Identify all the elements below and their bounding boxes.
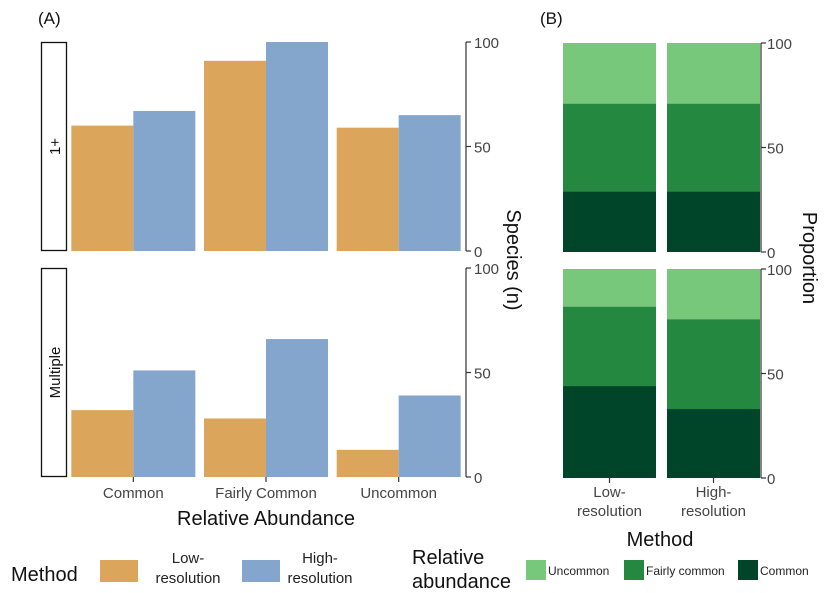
- panel-a-x-title: Relative Abundance: [177, 508, 355, 530]
- panel-a-facet-2: Multiple 0 50 100: [40, 261, 499, 487]
- y-tick-label: 0: [767, 471, 775, 488]
- panel-a: (A) 1+ 0 50 100 Multiple 0 50 100 Common Fairly …: [38, 9, 524, 530]
- legend-label: Low-: [172, 550, 205, 567]
- x-tick-label: Common: [103, 485, 164, 502]
- segment-fairly-common-high: [667, 319, 760, 410]
- x-tick-label: Uncommon: [360, 485, 437, 502]
- segment-common-low: [563, 191, 656, 252]
- legend-key: [738, 560, 758, 580]
- panel-b-tag: (B): [540, 9, 563, 28]
- segment-uncommon-low: [563, 269, 656, 307]
- legend-item-common: Common: [738, 560, 809, 580]
- x-tick-label: Fairly Common: [215, 485, 317, 502]
- legend-relative-abundance: Relative abundance Uncommon Fairly common…: [412, 547, 809, 593]
- legend-abundance-items: Uncommon Fairly common Common: [526, 560, 809, 580]
- segment-uncommon-low: [563, 43, 656, 104]
- segment-common-high: [667, 409, 760, 478]
- legend-label: resolution: [287, 570, 352, 587]
- y-tick-label: 100: [474, 35, 499, 52]
- x-tick-label: Low-: [593, 484, 626, 501]
- panel-b-facet-1: 0 50 100: [563, 36, 792, 262]
- legend-item-low-resolution: Low-resolution: [100, 550, 221, 587]
- panel-b-x-ticks: Low-resolution High-resolution: [577, 478, 746, 520]
- segment-common-high: [667, 191, 760, 252]
- panel-a-y-title: Species (n): [502, 209, 524, 310]
- y-tick-label: 0: [767, 245, 775, 262]
- facet-strip-label: 1+: [47, 138, 64, 155]
- segment-fairly-common-low: [563, 306, 656, 387]
- y-tick-label: 100: [767, 36, 792, 53]
- y-tick-label: 50: [767, 367, 784, 384]
- legend-label: High-: [302, 550, 338, 567]
- legend-item-fairly-common: Fairly common: [624, 560, 725, 580]
- y-tick-label: 0: [474, 244, 482, 261]
- bar-uncommon-low: [336, 127, 399, 251]
- y-tick-label: 100: [767, 262, 792, 279]
- bar-fairly-common-high: [266, 42, 328, 251]
- y-tick-label: 0: [474, 470, 482, 487]
- bar-uncommon-high: [398, 395, 461, 477]
- legend-abundance-title-line-1: Relative: [412, 547, 484, 569]
- x-tick-label: resolution: [681, 503, 746, 520]
- panel-b-y-title: Proportion: [798, 212, 820, 304]
- panel-a-facets: 1+ 0 50 100 Multiple 0 50 100: [40, 35, 499, 487]
- x-tick-label: resolution: [577, 503, 642, 520]
- segment-uncommon-high: [667, 43, 760, 104]
- legend-abundance-title-line-2: abundance: [412, 571, 511, 593]
- bar-fairly-common-high: [266, 339, 328, 477]
- legend-label: resolution: [155, 570, 220, 587]
- bar-uncommon-low: [336, 449, 399, 477]
- y-tick-label: 100: [474, 261, 499, 278]
- facet-strip: [40, 41, 68, 252]
- segment-fairly-common-low: [563, 103, 656, 192]
- bar-fairly-common-low: [204, 418, 266, 477]
- legend-label: Common: [760, 564, 809, 578]
- segment-common-low: [563, 386, 656, 478]
- legend-label: Uncommon: [548, 564, 609, 578]
- legend-key: [526, 560, 546, 580]
- facet-strip: [40, 267, 68, 478]
- legend-item-high-resolution: High-resolution: [242, 550, 353, 587]
- panel-a-tag: (A): [38, 9, 61, 28]
- bar-uncommon-high: [398, 115, 461, 252]
- y-tick-label: 50: [474, 366, 491, 383]
- panel-b-facet-2: 0 50 100: [563, 262, 792, 488]
- legend-key: [100, 560, 138, 582]
- facet-strip-label: Multiple: [47, 347, 64, 399]
- legend-method-title: Method: [11, 564, 78, 586]
- panel-a-x-ticks: Common Fairly Common Uncommon: [103, 477, 437, 502]
- panel-b-x-title: Method: [627, 529, 694, 551]
- segment-fairly-common-high: [667, 103, 760, 192]
- y-tick-label: 50: [767, 141, 784, 158]
- legend-label: Fairly common: [646, 564, 725, 578]
- legend-key: [624, 560, 644, 580]
- panel-a-facet-1: 1+ 0 50 100: [40, 35, 499, 261]
- bar-fairly-common-low: [204, 60, 266, 252]
- legend-key: [242, 560, 280, 582]
- y-tick-label: 50: [474, 140, 491, 157]
- bar-common-low: [71, 410, 134, 477]
- bar-common-low: [71, 125, 134, 251]
- x-tick-label: High-: [696, 484, 732, 501]
- segment-uncommon-high: [667, 269, 760, 320]
- legend-item-uncommon: Uncommon: [526, 560, 609, 580]
- bar-common-high: [133, 370, 196, 477]
- bar-common-high: [133, 110, 196, 251]
